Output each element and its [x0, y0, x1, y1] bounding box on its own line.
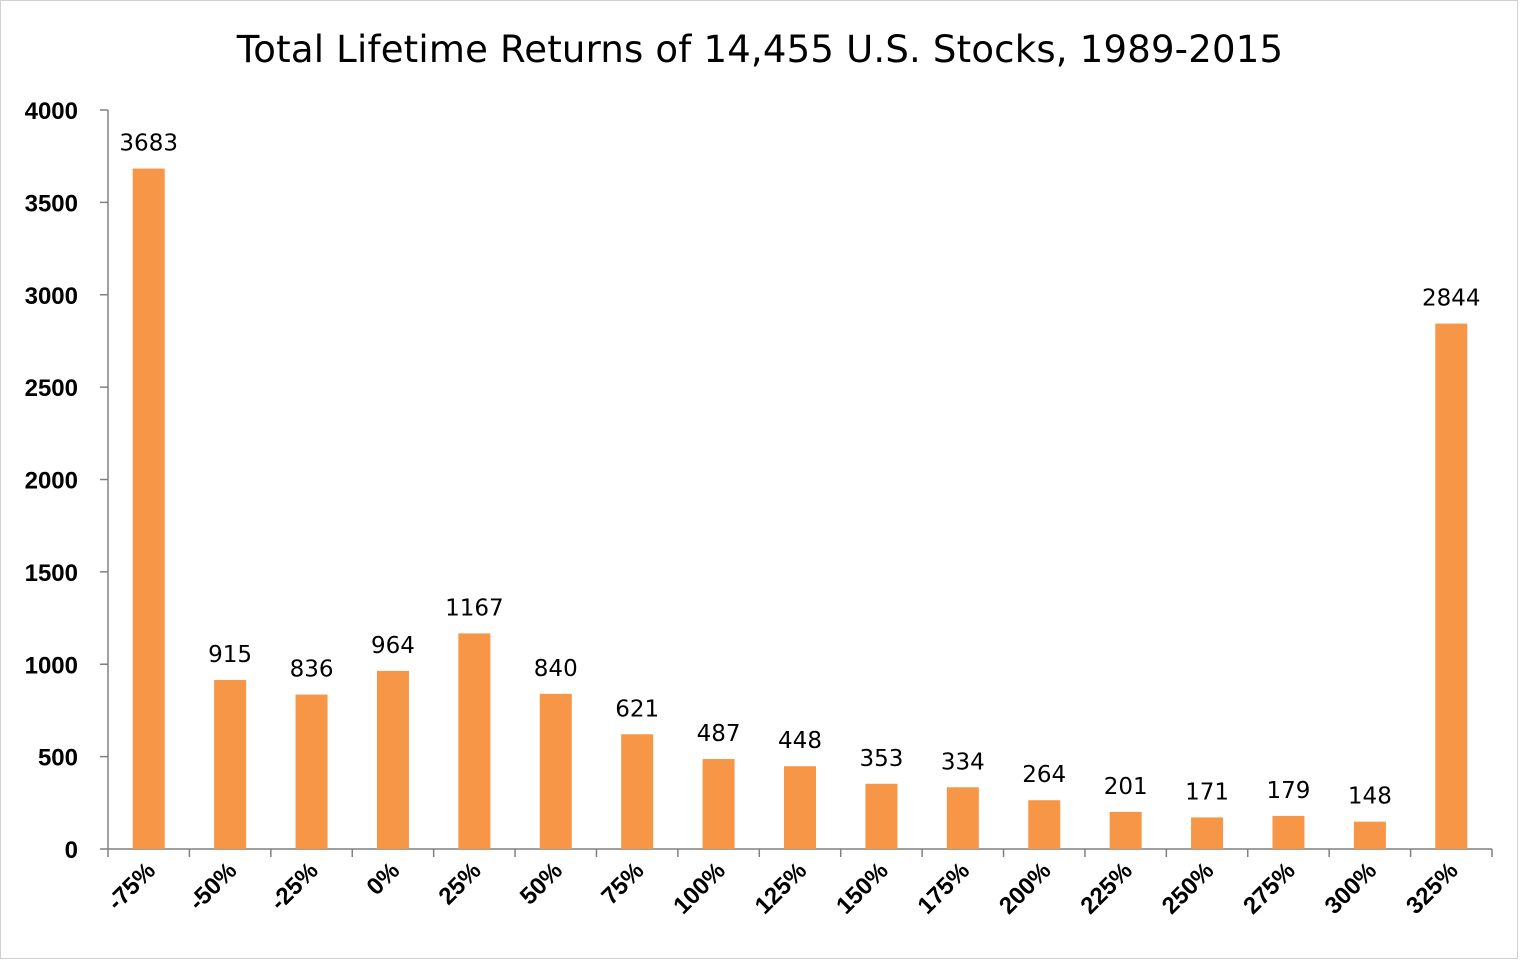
x-tick-label: 75% [596, 857, 649, 910]
bar [295, 694, 328, 849]
bar [865, 783, 898, 849]
data-label: 148 [1348, 784, 1392, 810]
x-tick-label: 125% [750, 857, 813, 920]
y-tick-label: 500 [38, 745, 78, 772]
x-tick-label: 100% [668, 857, 731, 920]
x-tick-label: 25% [434, 857, 487, 910]
x-tick-label: 175% [913, 857, 976, 920]
data-label: 487 [697, 721, 741, 747]
y-tick-label: 4000 [25, 98, 78, 125]
y-tick-label: 2000 [25, 468, 78, 495]
x-tick-label: 325% [1401, 857, 1464, 920]
data-label: 264 [1022, 762, 1066, 788]
x-tick-label: 250% [1157, 857, 1220, 920]
data-label: 448 [778, 728, 822, 754]
x-tick-label: 275% [1238, 857, 1301, 920]
x-tick-label: -25% [265, 857, 324, 916]
data-label: 964 [371, 633, 415, 659]
y-tick-label: 2500 [25, 375, 78, 402]
data-label: 201 [1104, 774, 1148, 800]
y-tick-label: 3500 [25, 190, 78, 217]
x-tick-label: 150% [831, 857, 894, 920]
x-axis-tick-labels: -75% -50% -25% 0% 25% 50% 75% 100% 125% 150% 175% 2… [102, 857, 1463, 920]
bar [1028, 800, 1061, 849]
data-label: 353 [859, 746, 903, 772]
x-tick-label: 225% [1075, 857, 1138, 920]
data-labels: 3683 915 836 964 1167 840 621 487 448 353 334 264 20… [119, 131, 1480, 810]
data-label: 179 [1267, 778, 1311, 804]
bars [132, 168, 1468, 850]
x-tick-label: 200% [994, 857, 1057, 920]
bar [621, 734, 654, 849]
bar [946, 787, 979, 849]
bar [214, 679, 247, 849]
y-tick-label: 3000 [25, 283, 78, 310]
bar [1109, 811, 1142, 849]
data-label: 2844 [1422, 286, 1481, 312]
bar [702, 759, 735, 849]
y-tick-label: 0 [65, 837, 78, 864]
data-label: 171 [1185, 779, 1229, 805]
bar [1191, 817, 1224, 849]
x-tick-label: 50% [515, 857, 568, 910]
x-tick-label: 300% [1320, 857, 1383, 920]
data-label: 915 [208, 642, 252, 668]
bar [132, 168, 165, 850]
y-tick-label: 1500 [25, 560, 78, 587]
bar [1353, 821, 1386, 849]
chart-title: Total Lifetime Returns of 14,455 U.S. St… [236, 28, 1284, 71]
bar [458, 633, 491, 849]
x-tick-label: -75% [102, 857, 161, 916]
y-tick-label: 1000 [25, 652, 78, 679]
data-label: 1167 [445, 595, 504, 621]
bar [376, 670, 409, 849]
x-tick-label: 0% [362, 857, 406, 901]
data-label: 334 [941, 749, 985, 775]
bar [539, 693, 572, 849]
data-label: 836 [290, 657, 334, 683]
bar [784, 766, 816, 849]
bar [1272, 815, 1305, 849]
x-tick-label: -50% [184, 857, 243, 916]
y-axis-tick-labels: 0 500 1000 1500 2000 2500 3000 3500 4000 [25, 98, 78, 864]
data-label: 3683 [119, 131, 178, 157]
data-label: 840 [534, 656, 578, 682]
data-label: 621 [615, 696, 659, 722]
bar [1435, 323, 1468, 849]
